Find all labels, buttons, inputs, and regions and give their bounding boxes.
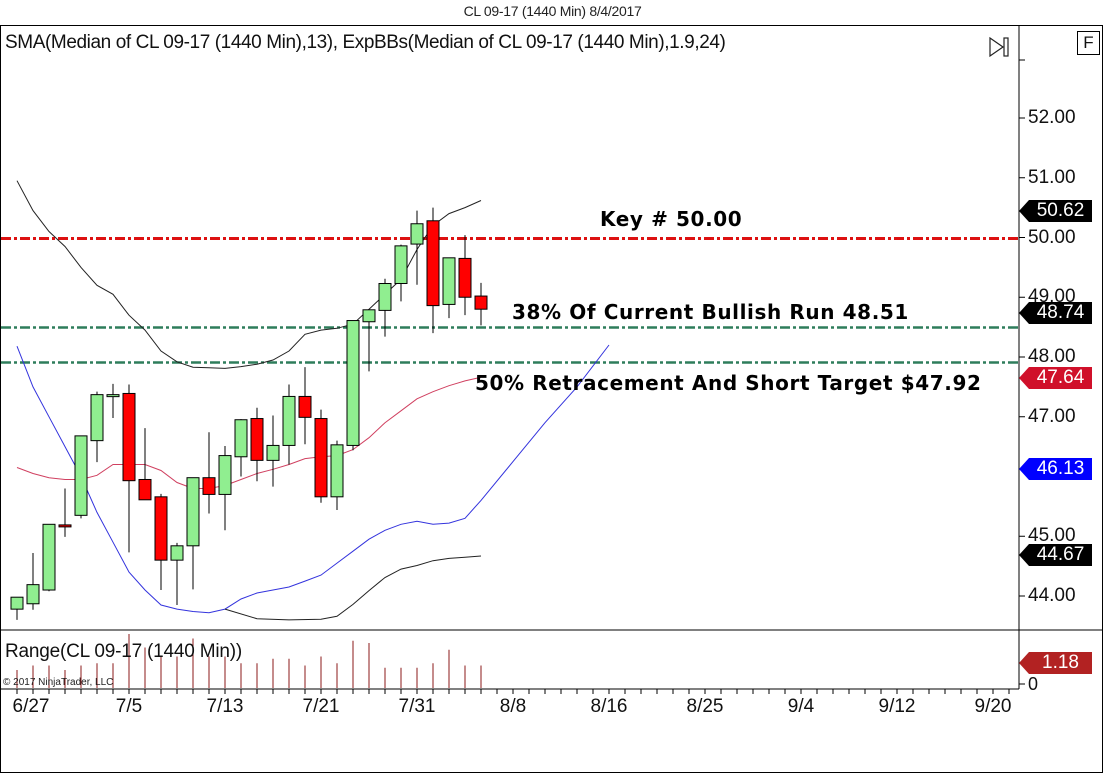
x-tick-label: 7/5 [115,696,143,717]
x-tick-label: 7/21 [302,696,340,717]
annotation-key-level: Key # 50.00 [600,207,743,231]
chart-axes [1,26,1103,690]
range-zero-tick: 0 [1028,674,1039,694]
candle [474,295,488,310]
candle [218,455,232,495]
candle [74,435,88,516]
candle [282,395,296,446]
x-tick-marks [16,689,1010,694]
y-tick-label: 48.00 [1028,346,1076,367]
annotation-fib-38: 38% Of Current Bullish Run 48.51 [512,300,909,324]
candle [346,320,360,446]
y-tick-label: 45.00 [1028,525,1076,547]
candle [90,394,104,442]
x-tick-label: 8/8 [499,696,527,717]
y-tick-label: 51.00 [1028,166,1076,188]
horizontal-levels [1,237,1019,364]
scroll-end-icon [989,36,1009,58]
range-bars [16,634,482,688]
candle [202,477,216,495]
candle [170,545,184,561]
x-tick-label: 8/25 [686,696,724,717]
f-button[interactable]: F [1077,31,1100,55]
candle [42,523,56,591]
x-tick-label: 9/4 [787,696,815,717]
candle [266,444,280,461]
x-tick-label: 7/31 [398,696,436,717]
y-tick-label: 52.00 [1028,107,1076,128]
x-tick-label: 7/13 [206,696,244,717]
y-tick-label: 50.00 [1028,226,1076,248]
y-tick-marks [1019,59,1025,685]
candle [122,392,136,482]
indicator-line-1 [16,344,610,614]
candlesticks [10,207,488,620]
y-tick-label: 44.00 [1028,585,1076,606]
candle [442,257,456,305]
x-tick-label: 9/20 [974,696,1012,717]
candle [330,444,344,498]
indicator-line-2 [16,180,482,369]
candle [314,418,328,498]
candle [186,477,200,547]
indicator-label: SMA(Median of CL 09-17 (1440 Min),13), E… [5,32,726,53]
candle [10,596,24,610]
candle [394,245,408,285]
chart-frame [0,25,1103,773]
x-tick-label: 9/12 [878,696,916,717]
candle [362,309,376,323]
scroll-to-end-button[interactable] [988,36,1012,58]
candle [250,418,264,461]
candle [298,395,312,418]
y-tick-label: 47.00 [1028,405,1076,427]
candle [410,223,424,245]
copyright-text: © 2017 NinjaTrader, LLC [3,677,114,688]
candle [138,478,152,501]
candle [426,220,440,307]
candle [458,257,472,298]
candle [234,419,248,458]
candle [154,496,168,561]
annotation-fib-50: 50% Retracement And Short Target $47.92 [475,371,982,395]
candle [106,394,120,398]
candle [58,524,72,528]
candle [378,283,392,311]
x-tick-label: 8/16 [590,696,628,717]
indicator-line-0 [16,376,482,489]
x-tick-label: 6/27 [12,696,50,717]
indicator-line-3 [224,555,482,621]
chart-window-title: CL 09-17 (1440 Min) 8/4/2017 [463,3,642,19]
range-indicator-label: Range(CL 09-17 (1440 Min)) [5,641,242,662]
candle [26,584,40,605]
indicator-lines [16,180,610,621]
